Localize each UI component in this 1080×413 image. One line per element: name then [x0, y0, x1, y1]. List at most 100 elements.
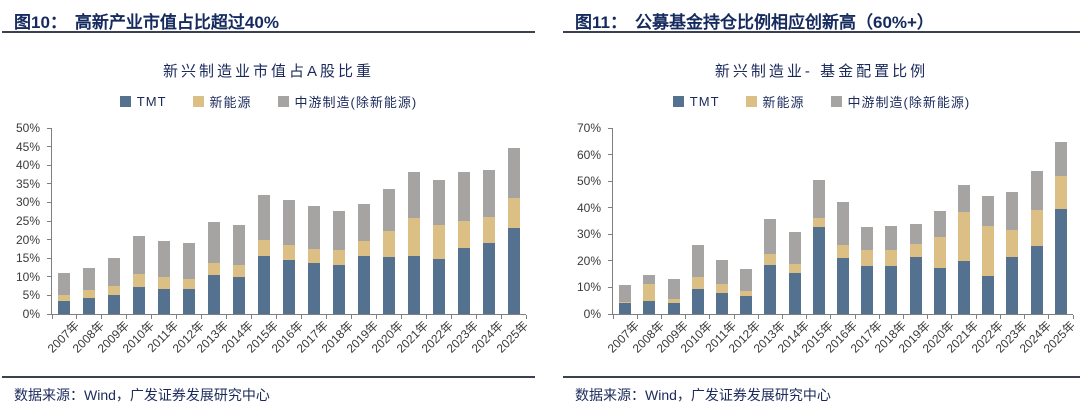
x-tick-mark [400, 315, 402, 319]
data-source-text: 数据来源：Wind，广发证券发展研究中心 [575, 387, 831, 403]
bar-segment-中游制造(除新能源)-2007年 [619, 284, 632, 302]
y-tick-label: 30% [576, 227, 601, 242]
legend-item-midstream: 中游制造(除新能源) [830, 92, 971, 111]
y-tick-mark [47, 276, 51, 278]
bar-segment-中游制造(除新能源)-2015年 [258, 194, 271, 241]
figure-header: 图11： 公募基金持仓比例相应创新高（60%+） [563, 0, 1080, 33]
y-tick-mark [608, 154, 612, 156]
bar-segment-中游制造(除新能源)-2019年 [357, 203, 370, 241]
bar-segment-中游制造(除新能源)-2025年 [507, 148, 520, 198]
y-tick-label: 45% [15, 139, 40, 154]
y-axis-labels: 0% 5% 10% 15% 20% 25% 30% 35% 40% 45% 50% [2, 121, 46, 321]
bar-segment-中游制造(除新能源)-2016年 [283, 199, 295, 246]
legend-item-new-energy: 新能源 [192, 92, 252, 111]
bar-segment-新能源-2011年 [158, 277, 171, 289]
bar-segment-中游制造(除新能源)-2017年 [307, 206, 320, 249]
x-tick-mark [425, 315, 427, 319]
bar-segment-中游制造(除新能源)-2023年 [1006, 191, 1019, 231]
bar-segment-中游制造(除新能源)-2020年 [382, 189, 395, 232]
bar-segment-中游制造(除新能源)-2022年 [432, 179, 445, 226]
bar-segment-TMT-2012年 [183, 288, 196, 314]
bar-segment-中游制造(除新能源)-2013年 [208, 221, 221, 263]
bar-segment-中游制造(除新能源)-2011年 [158, 241, 171, 278]
legend-swatch-icon [745, 96, 757, 107]
bar-segment-TMT-2022年 [982, 276, 995, 314]
x-tick-mark [781, 315, 783, 319]
x-tick-mark [999, 315, 1001, 319]
legend-label: 中游制造(除新能源) [294, 95, 418, 110]
y-tick-label: 5% [22, 288, 40, 303]
bar-segment-中游制造(除新能源)-2014年 [788, 231, 801, 265]
y-tick-mark [47, 313, 51, 315]
legend-item-new-energy: 新能源 [745, 92, 805, 111]
bar-segment-中游制造(除新能源)-2016年 [837, 201, 849, 246]
x-tick-mark [975, 315, 977, 319]
y-tick-label: 15% [15, 251, 40, 266]
y-tick-mark [47, 127, 51, 129]
bar-segment-新能源-2010年 [133, 274, 146, 288]
x-tick-mark [276, 315, 278, 319]
bar-segment-新能源-2023年 [1006, 230, 1019, 257]
bar-segment-TMT-2015年 [258, 256, 271, 314]
stacked-bar-chart: 0% 5% 10% 15% 20% 25% 30% 35% 40% 45% 50% 2007年 200… [2, 121, 535, 356]
bar-segment-中游制造(除新能源)-2011年 [715, 259, 728, 285]
bar-segment-TMT-2011年 [158, 288, 171, 314]
bar-segment-TMT-2023年 [1006, 256, 1019, 314]
bar-segment-中游制造(除新能源)-2024年 [482, 170, 495, 218]
y-tick-label: 70% [576, 121, 601, 135]
bar-segment-中游制造(除新能源)-2025年 [1054, 141, 1067, 177]
bar-segment-新能源-2020年 [933, 236, 946, 269]
bar-segment-新能源-2017年 [861, 250, 874, 267]
bar-segment-中游制造(除新能源)-2024年 [1030, 171, 1043, 211]
x-tick-mark [101, 315, 103, 319]
legend-item-tmt: TMT [672, 94, 720, 109]
bar-segment-中游制造(除新能源)-2021年 [407, 172, 420, 219]
x-tick-mark [450, 315, 452, 319]
bar-segment-TMT-2013年 [208, 275, 221, 314]
y-tick-label: 35% [15, 176, 40, 191]
legend-label: 中游制造(除新能源) [847, 95, 971, 110]
x-tick-mark [903, 315, 905, 319]
bar-segment-中游制造(除新能源)-2008年 [643, 274, 656, 285]
bar-segment-中游制造(除新能源)-2008年 [83, 267, 96, 290]
y-tick-label: 10% [576, 280, 601, 295]
y-tick-label: 10% [15, 269, 40, 284]
legend-label: 新能源 [209, 95, 252, 110]
y-tick-label: 40% [576, 200, 601, 215]
bar-segment-新能源-2021年 [407, 218, 420, 256]
x-tick-mark [525, 315, 527, 319]
y-tick-mark [608, 286, 612, 288]
bar-segment-TMT-2018年 [332, 265, 345, 314]
bar-segment-TMT-2024年 [482, 242, 495, 314]
bar-segment-TMT-2014年 [788, 272, 801, 314]
bar-segment-TMT-2019年 [909, 257, 922, 314]
x-tick-mark [1048, 315, 1050, 319]
figure-number: 图10： [14, 13, 67, 32]
bar-segment-TMT-2007年 [58, 300, 71, 314]
x-tick-mark [226, 315, 228, 319]
bar-segment-中游制造(除新能源)-2010年 [133, 236, 146, 275]
bar-segment-新能源-2013年 [208, 262, 221, 276]
data-source-text: 数据来源：Wind，广发证券发展研究中心 [14, 387, 270, 403]
bar-segment-新能源-2007年 [619, 301, 632, 304]
bar-segment-TMT-2009年 [108, 295, 121, 314]
legend-item-tmt: TMT [119, 94, 167, 109]
bar-segment-TMT-2008年 [83, 297, 96, 314]
bar-segment-新能源-2012年 [183, 278, 196, 289]
plot-area: 2007年 2008年 2009年 2010年 2011年 2012年 2013年 2014年… [605, 127, 1078, 356]
x-tick-mark [878, 315, 880, 319]
y-tick-mark [47, 183, 51, 185]
bar-segment-新能源-2014年 [788, 264, 801, 273]
legend-label: TMT [136, 94, 167, 109]
bar-segment-TMT-2018年 [885, 265, 898, 314]
bar-segment-新能源-2025年 [507, 197, 520, 229]
legend-swatch-icon [672, 96, 684, 107]
bar-segment-TMT-2007年 [619, 303, 632, 314]
figure-panel-11: 图11： 公募基金持仓比例相应创新高（60%+） 新兴制造业- 基金配置比例 TM… [563, 0, 1080, 413]
bar-segment-TMT-2025年 [1054, 208, 1067, 314]
bar-segment-TMT-2017年 [861, 266, 874, 314]
bar-segment-新能源-2017年 [307, 248, 320, 263]
figure-title: 高新产业市值占比超过40% [74, 13, 279, 32]
bar-segment-中游制造(除新能源)-2007年 [58, 273, 71, 295]
x-tick-mark [1024, 315, 1026, 319]
